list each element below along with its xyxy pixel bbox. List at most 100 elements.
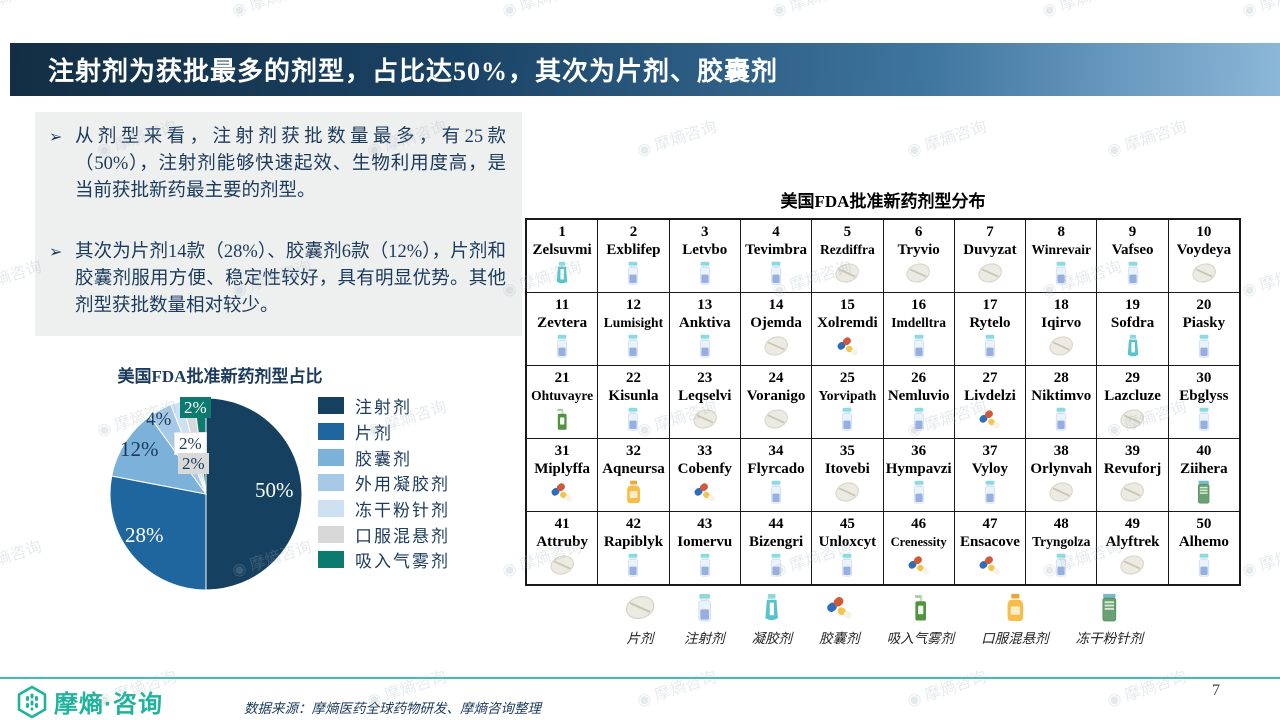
form-legend-item-tablet: 片剂 bbox=[623, 590, 657, 647]
injection-icon bbox=[625, 553, 641, 577]
drug-number: 33 bbox=[697, 443, 713, 459]
legend-item-注射剂: 注射剂 bbox=[318, 393, 450, 419]
drug-cell-Alyftrek: 49 Alyftrek bbox=[1097, 512, 1168, 584]
drug-name: Niktimvo bbox=[1031, 388, 1092, 404]
drug-cell-Ojemda: 14 Ojemda bbox=[740, 293, 812, 365]
drug-name: Winrevair bbox=[1031, 242, 1091, 257]
form-legend-label: 冻干粉针剂 bbox=[1075, 631, 1144, 646]
drug-name: Sofdra bbox=[1110, 315, 1155, 331]
injection-icon bbox=[911, 480, 927, 504]
drug-cell-Exblifep: 2 Exblifep bbox=[598, 220, 669, 292]
injection-icon bbox=[1196, 407, 1212, 431]
drug-name: Xolremdi bbox=[817, 315, 878, 331]
legend-item-胶囊剂: 胶囊剂 bbox=[318, 444, 450, 470]
drug-name: Hympavzi bbox=[885, 461, 952, 477]
pie-value-label-注射剂: 50% bbox=[255, 478, 294, 502]
drug-cell-Bizengri: 44 Bizengri bbox=[740, 512, 812, 584]
pie-value-label-胶囊剂: 12% bbox=[120, 437, 159, 461]
drug-cell-Ensacove: 47 Ensacove bbox=[954, 512, 1026, 584]
drug-number: 36 bbox=[911, 443, 927, 459]
injection-icon bbox=[697, 553, 713, 577]
bullet-point-2: 其次为片剂14款（28%）、胶囊剂6款（12%），片剂和胶囊剂服用方便、稳定性较… bbox=[49, 239, 506, 320]
drug-name: Ebglyss bbox=[1179, 388, 1229, 404]
drug-name: Iomervu bbox=[677, 534, 733, 550]
drug-number: 45 bbox=[839, 516, 855, 532]
drug-cell-Zevtera: 11 Zevtera bbox=[527, 293, 598, 365]
inhaler-icon bbox=[555, 407, 569, 431]
drug-name: Zelsuvmi bbox=[532, 242, 592, 258]
drug-cell-Tryngolza: 48 Tryngolza bbox=[1026, 512, 1097, 584]
drug-name: Anktiva bbox=[678, 315, 731, 331]
drug-name: Voranigo bbox=[746, 388, 806, 404]
pie-legend: 注射剂 片剂 胶囊剂 外用凝胶剂 冻干粉针剂 口服混悬剂 吸入气雾剂 bbox=[318, 393, 450, 573]
drug-cell-Leqselvi: 23 Leqselvi bbox=[669, 366, 740, 438]
tablet-icon bbox=[1190, 261, 1218, 285]
injection-icon bbox=[982, 480, 998, 504]
legend-label: 片剂 bbox=[355, 424, 393, 444]
drug-name: Rapiblyk bbox=[603, 534, 664, 550]
drug-number: 24 bbox=[768, 370, 784, 386]
drug-name: Kisunla bbox=[608, 388, 659, 404]
watermark: ◉ 摩熵咨询 bbox=[905, 668, 989, 711]
drug-name: Zevtera bbox=[537, 315, 588, 331]
drug-name: Ziihera bbox=[1180, 461, 1228, 477]
drug-name: Nemluvio bbox=[887, 388, 950, 404]
drug-cell-Lazcluze: 29 Lazcluze bbox=[1097, 366, 1168, 438]
drug-number: 23 bbox=[697, 370, 713, 386]
legend-item-口服混悬剂: 口服混悬剂 bbox=[318, 521, 450, 547]
drug-number: 19 bbox=[1125, 297, 1141, 313]
pie-value-label-口服混悬剂: 2% bbox=[178, 453, 209, 474]
drug-cell-Ohtuvayre: 21 Ohtuvayre bbox=[527, 366, 598, 438]
tablet-icon bbox=[1118, 480, 1146, 504]
drug-name: Orlynvah bbox=[1030, 461, 1093, 477]
drug-cell-Yorvipath: 25 Yorvipath bbox=[812, 366, 883, 438]
data-source-note: 数据来源：摩熵医药全球药物研发、摩熵咨询整理 bbox=[244, 701, 541, 716]
drug-cell-Duvyzat: 7 Duvyzat bbox=[954, 220, 1026, 292]
gel-icon bbox=[554, 261, 570, 285]
drug-name: Aqneursa bbox=[602, 461, 665, 477]
drug-number: 9 bbox=[1128, 224, 1137, 240]
drug-cell-Lumisight: 12 Lumisight bbox=[598, 293, 669, 365]
drug-number: 22 bbox=[625, 370, 641, 386]
legend-swatch bbox=[318, 500, 344, 518]
drug-cell-Piasky: 20 Piasky bbox=[1168, 293, 1239, 365]
injection-icon bbox=[1053, 407, 1069, 431]
drug-number: 20 bbox=[1196, 297, 1212, 313]
drug-cell-Letvbo: 3 Letvbo bbox=[669, 220, 740, 292]
drug-name: Miplyffa bbox=[534, 461, 591, 477]
watermark: ◉ 摩熵咨询 bbox=[635, 118, 719, 161]
drug-name: Voydeya bbox=[1176, 242, 1232, 258]
inhaler-icon bbox=[912, 590, 929, 622]
drug-name: Unloxcyt bbox=[818, 534, 877, 550]
drug-number: 43 bbox=[697, 516, 713, 532]
capsule-icon bbox=[823, 590, 856, 622]
watermark: ◉ 摩熵咨询 bbox=[1240, 258, 1280, 301]
drug-name: Crenessity bbox=[890, 535, 947, 549]
pie-chart-title: 美国FDA批准新药剂型占比 bbox=[117, 367, 323, 386]
dosage-form-legend: 片剂 注射剂 凝胶剂 胶囊剂 吸入气雾剂 口服混悬剂 bbox=[525, 590, 1241, 647]
tablet-icon bbox=[976, 261, 1004, 285]
drug-number: 28 bbox=[1053, 370, 1069, 386]
drug-table: 1 Zelsuvmi 2 Exblifep 3 Letvbo 4 Tevimbr… bbox=[525, 218, 1241, 586]
drug-number: 3 bbox=[700, 224, 709, 240]
form-legend-label: 吸入气雾剂 bbox=[886, 631, 955, 646]
watermark: ◉ 摩熵咨询 bbox=[1105, 118, 1189, 161]
watermark: ◉ 摩熵咨询 bbox=[1240, 538, 1280, 581]
capsule-icon bbox=[976, 553, 1004, 577]
drug-cell-Tryvio: 6 Tryvio bbox=[883, 220, 954, 292]
drug-number: 50 bbox=[1196, 516, 1212, 532]
drug-cell-Attruby: 41 Attruby bbox=[527, 512, 598, 584]
drug-number: 34 bbox=[768, 443, 784, 459]
pie-value-label-冻干粉针剂: 2% bbox=[174, 432, 207, 455]
slide-title-bar: 注射剂为获批最多的剂型，占比达50%，其次为片剂、胶囊剂 bbox=[10, 43, 1280, 96]
drug-name: Bizengri bbox=[748, 534, 804, 550]
drug-cell-Revuforj: 39 Revuforj bbox=[1097, 439, 1168, 511]
drug-name: Itovebi bbox=[824, 461, 870, 477]
injection-icon bbox=[911, 407, 927, 431]
drug-table-title: 美国FDA批准新药剂型分布 bbox=[780, 192, 986, 211]
watermark: ◉ 摩熵咨询 bbox=[1105, 668, 1189, 711]
summary-panel: 从剂型来看，注射剂获批数量最多，有25款（50%），注射剂能够快速起效、生物利用… bbox=[35, 112, 522, 336]
form-legend-label: 注射剂 bbox=[684, 631, 725, 646]
injection-icon bbox=[1053, 553, 1069, 577]
drug-name: Revuforj bbox=[1103, 461, 1162, 477]
